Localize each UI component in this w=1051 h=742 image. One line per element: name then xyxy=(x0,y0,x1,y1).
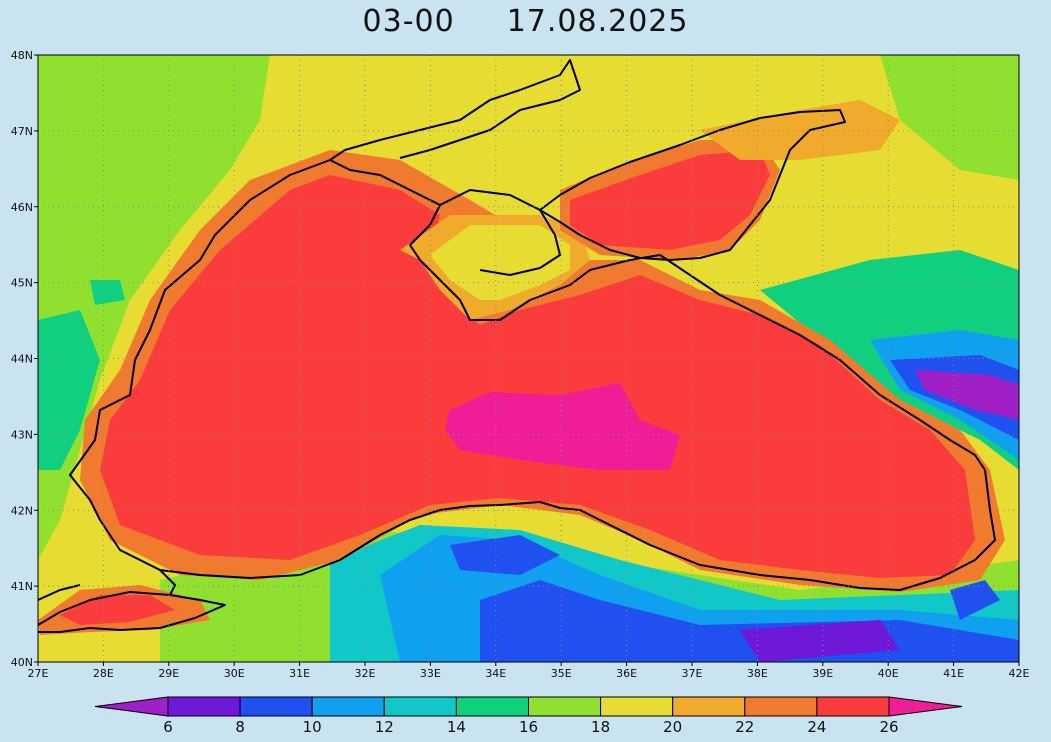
sea-red xyxy=(100,175,975,578)
sea-pink-core xyxy=(445,383,680,470)
colorbar-label: 24 xyxy=(807,718,826,736)
map-title: 03-00 17.08.2025 xyxy=(0,4,1051,39)
field-west-green xyxy=(38,55,270,560)
colorbar-label: 18 xyxy=(591,718,610,736)
field-south-blue-3 xyxy=(950,580,1000,620)
lon-tick-label: 40E xyxy=(878,667,899,680)
azov-red xyxy=(570,150,770,250)
field-northeast-green xyxy=(880,55,1019,180)
lon-tick-label: 32E xyxy=(355,667,376,680)
field-south-blue-1 xyxy=(450,535,560,575)
north-orange-strip xyxy=(700,100,900,160)
lat-tick-label: 47N xyxy=(11,125,33,138)
graticule xyxy=(34,54,1020,666)
forecast-time: 03-00 xyxy=(362,4,455,39)
colorbar-swatch xyxy=(455,696,529,717)
colorbar-swatch xyxy=(383,696,457,717)
coastline-marmara xyxy=(38,591,226,633)
colorbar-label: 14 xyxy=(447,718,466,736)
colorbar-swatch xyxy=(167,696,241,717)
colorbar-label: 26 xyxy=(879,718,898,736)
colorbar-label: 22 xyxy=(735,718,754,736)
colorbar-swatch xyxy=(600,696,674,717)
lat-tick-label: 40N xyxy=(11,656,33,669)
colorbar: 6 8 10 12 14 16 18 20 22 24 26 xyxy=(94,696,963,736)
lon-tick-label: 31E xyxy=(289,667,310,680)
lon-tick-label: 37E xyxy=(682,667,703,680)
lon-tick-labels: 27E 28E 29E 30E 31E 32E 33E 34E 35E 36E 37E 38E 39E 4… xyxy=(28,667,1030,680)
field-east-violet xyxy=(915,370,1019,420)
coastline-north xyxy=(329,59,581,161)
coastline-main xyxy=(69,159,996,591)
lat-tick-label: 44N xyxy=(11,353,33,366)
colorbar-over-arrow xyxy=(888,696,963,717)
colorbar-swatch xyxy=(239,696,313,717)
colorbar-swatch xyxy=(528,696,602,717)
lat-tick-label: 46N xyxy=(11,201,33,214)
lon-tick-label: 33E xyxy=(420,667,441,680)
crimea-yellow xyxy=(430,225,570,300)
heatmap-field xyxy=(38,55,1019,662)
colorbar-label: 16 xyxy=(519,718,538,736)
colorbar-swatch xyxy=(816,696,890,717)
lon-tick-label: 38E xyxy=(747,667,768,680)
colorbar-label: 12 xyxy=(375,718,394,736)
lat-tick-label: 42N xyxy=(11,504,33,517)
lat-tick-label: 48N xyxy=(11,49,33,62)
colorbar-label: 6 xyxy=(163,718,173,736)
colorbar-label: 8 xyxy=(235,718,245,736)
lat-tick-labels: 40N 41N 42N 43N 44N 45N 46N 47N 48N xyxy=(11,49,33,669)
colorbar-label: 20 xyxy=(663,718,682,736)
field-west-dark-green xyxy=(90,280,125,305)
coastline xyxy=(38,59,996,633)
colorbar-swatch xyxy=(311,696,385,717)
colorbar-swatch xyxy=(744,696,818,717)
lon-tick-label: 42E xyxy=(1009,667,1030,680)
colorbar-swatch xyxy=(672,696,746,717)
lon-tick-label: 29E xyxy=(158,667,179,680)
lon-tick-label: 30E xyxy=(224,667,245,680)
lat-tick-label: 45N xyxy=(11,277,33,290)
lon-tick-label: 27E xyxy=(28,667,49,680)
forecast-date: 17.08.2025 xyxy=(506,4,689,39)
lon-tick-label: 41E xyxy=(943,667,964,680)
lon-tick-label: 35E xyxy=(551,667,572,680)
colorbar-label: 10 xyxy=(303,718,322,736)
lat-tick-label: 41N xyxy=(11,580,33,593)
marmara-red xyxy=(60,595,175,625)
coastline-crimea xyxy=(439,189,561,276)
coastline-dardanelles xyxy=(38,584,81,601)
lon-tick-label: 28E xyxy=(93,667,114,680)
lon-tick-label: 36E xyxy=(616,667,637,680)
map-frame xyxy=(37,54,1020,663)
lat-tick-label: 43N xyxy=(11,428,33,441)
lon-tick-label: 34E xyxy=(485,667,506,680)
lon-tick-label: 39E xyxy=(812,667,833,680)
field-south-violet xyxy=(740,620,900,662)
field-west-cyan xyxy=(38,310,100,470)
coastline-bosporus xyxy=(159,569,176,596)
coastline-azov xyxy=(539,109,846,261)
colorbar-under-arrow xyxy=(94,696,169,717)
